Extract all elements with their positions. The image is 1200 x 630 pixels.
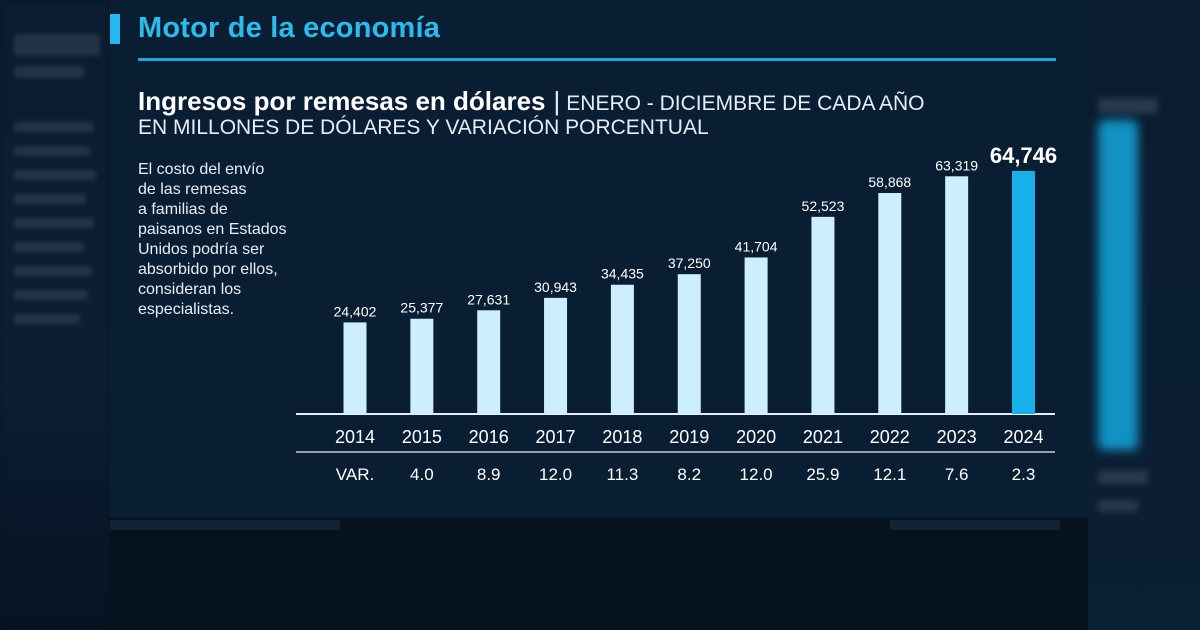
variation-row-label: VAR. [336, 465, 374, 484]
footer-blur [110, 520, 340, 530]
year-label-2022: 2022 [870, 427, 910, 447]
variation-label-2022: 12.1 [873, 465, 906, 484]
bar-2021 [811, 216, 835, 414]
value-label-2016: 27,631 [467, 291, 510, 307]
section-accent-bar [110, 14, 120, 44]
section-rule [138, 58, 1056, 61]
year-label-2014: 2014 [335, 427, 375, 447]
note-line: Unidos podría ser [138, 241, 265, 258]
variation-label-2018: 11.3 [606, 465, 638, 484]
year-label-2023: 2023 [937, 427, 977, 447]
bar-2019 [677, 274, 701, 414]
background-right-blur [1088, 0, 1200, 630]
variation-label-2024: 2.3 [1012, 465, 1036, 484]
note-line: a familias de [138, 201, 228, 218]
year-label-2015: 2015 [402, 427, 442, 447]
bar-2015 [410, 318, 434, 414]
background-left-blur [0, 0, 110, 630]
note-line: consideran los [138, 281, 242, 298]
footer-blur-right [890, 520, 1060, 530]
note-line: especialistas. [138, 301, 235, 318]
year-label-2020: 2020 [736, 427, 776, 447]
value-label-2018: 34,435 [601, 266, 644, 282]
bar-2022 [878, 193, 902, 414]
chart-title-period: ENERO - DICIEMBRE DE CADA AÑO [566, 92, 925, 115]
variation-label-2020: 12.0 [740, 465, 773, 484]
side-note: El costo del envío de las remesas a fami… [138, 160, 313, 320]
bar-2020 [744, 257, 768, 414]
bar-2024 [1012, 170, 1035, 414]
variation-label-2016: 8.9 [477, 465, 501, 484]
bar-2016 [477, 310, 501, 414]
value-label-2021: 52,523 [802, 198, 845, 214]
year-label-2017: 2017 [536, 427, 576, 447]
year-label-2018: 2018 [602, 427, 642, 447]
chart-title-main: Ingresos por remesas en dólares [138, 86, 546, 116]
value-label-2020: 41,704 [735, 238, 778, 254]
bar-2018 [610, 284, 634, 414]
section-title: Motor de la economía [138, 12, 441, 44]
chart-title-separator: | [553, 86, 561, 116]
year-label-2024: 2024 [1003, 427, 1043, 447]
note-line: de las remesas [138, 181, 247, 198]
variation-label-2015: 4.0 [410, 465, 434, 484]
chart-subtitle: EN MILLONES DE DÓLARES Y VARIACIÓN PORCE… [138, 116, 709, 139]
infographic-panel: Motor de la economía Ingresos por remesa… [110, 0, 1088, 630]
note-line: El costo del envío [138, 161, 265, 178]
value-label-2019: 37,250 [668, 255, 711, 271]
value-label-2014: 24,402 [334, 303, 377, 319]
remittances-bar-chart: 24,402 2014 VAR. 25,377 2015 4.0 27,631 2016 8.9… [296, 143, 1057, 484]
year-label-2019: 2019 [669, 427, 709, 447]
variation-label-2023: 7.6 [945, 465, 969, 484]
chart-title: Ingresos por remesas en dólares | ENERO - … [138, 86, 925, 117]
variation-label-2017: 12.0 [539, 465, 572, 484]
value-label-2024: 64,746 [990, 143, 1057, 168]
variation-label-2019: 8.2 [677, 465, 701, 484]
bar-2023 [945, 176, 969, 414]
panel-footer-area [110, 518, 1088, 630]
year-label-2016: 2016 [469, 427, 509, 447]
note-line: paisanos en Estados [138, 221, 287, 238]
value-label-2022: 58,868 [868, 174, 911, 190]
value-label-2017: 30,943 [534, 279, 577, 295]
variation-label-2021: 25.9 [806, 465, 839, 484]
bar-2017 [544, 297, 568, 414]
value-label-2015: 25,377 [400, 300, 443, 316]
value-label-2023: 63,319 [935, 157, 978, 173]
year-label-2021: 2021 [803, 427, 843, 447]
bar-2014 [343, 322, 367, 414]
note-line: absorbido por ellos, [138, 261, 278, 278]
